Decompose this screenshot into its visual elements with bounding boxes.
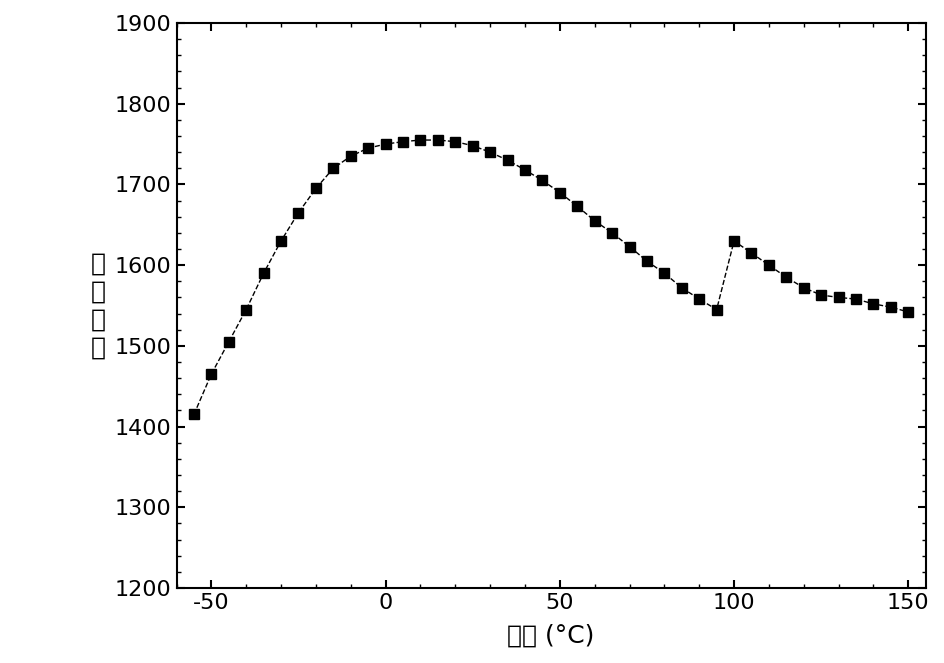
Y-axis label: 介
电
常
数: 介 电 常 数	[91, 252, 106, 359]
X-axis label: 温度 (°C): 温度 (°C)	[507, 624, 594, 648]
